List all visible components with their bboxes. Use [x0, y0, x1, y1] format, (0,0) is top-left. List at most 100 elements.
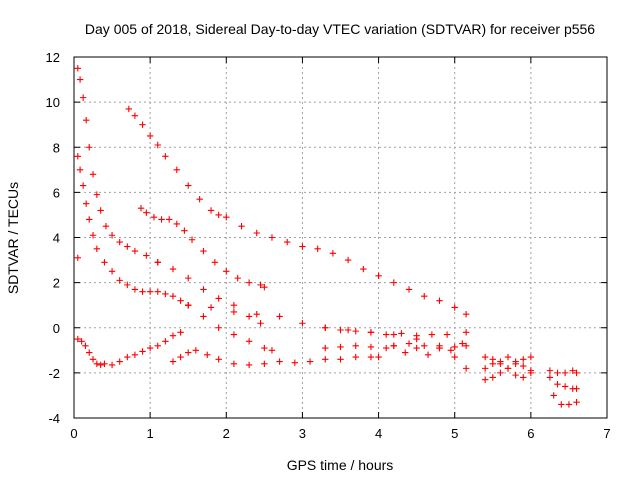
- series-track-19: [74, 254, 82, 262]
- data-point: [421, 292, 428, 300]
- x-axis-label: GPS time / hours: [287, 457, 394, 473]
- x-tick-label: 4: [375, 426, 382, 441]
- data-point: [520, 356, 527, 363]
- data-point: [382, 344, 390, 352]
- data-point: [245, 313, 253, 320]
- data-point: [398, 330, 405, 337]
- data-point: [215, 324, 222, 331]
- data-point: [424, 351, 432, 359]
- data-point: [481, 365, 489, 372]
- data-point: [497, 369, 504, 377]
- data-point: [177, 329, 184, 336]
- data-point: [238, 223, 245, 230]
- data-point: [405, 286, 413, 293]
- y-tick-label: -4: [48, 411, 60, 426]
- data-point: [154, 288, 161, 295]
- data-point: [230, 360, 238, 368]
- data-point: [215, 211, 222, 219]
- x-tick-label: 2: [223, 426, 230, 441]
- data-point: [257, 320, 264, 327]
- data-point: [143, 252, 150, 259]
- data-point: [375, 272, 382, 280]
- data-point: [367, 353, 375, 361]
- data-point: [428, 331, 436, 338]
- y-tick-label: -2: [48, 366, 60, 381]
- data-point: [268, 347, 276, 354]
- data-point: [436, 344, 443, 352]
- data-point: [451, 353, 458, 361]
- y-tick-label: 10: [46, 95, 60, 110]
- series-track-12: [390, 340, 466, 359]
- series-track-8: [185, 301, 470, 372]
- data-point: [291, 359, 299, 366]
- series-track-17: [546, 374, 580, 392]
- data-point: [234, 274, 241, 282]
- data-point: [497, 358, 504, 365]
- x-tick-label: 6: [527, 426, 534, 441]
- data-point: [436, 297, 443, 304]
- data-point: [154, 141, 161, 149]
- data-point: [207, 304, 215, 311]
- data-point: [200, 286, 207, 293]
- data-point: [405, 340, 413, 347]
- data-point: [261, 283, 268, 291]
- data-point: [185, 274, 192, 282]
- data-point: [390, 342, 397, 349]
- data-point: [215, 356, 222, 363]
- data-point: [177, 353, 184, 361]
- data-point: [165, 216, 173, 223]
- data-point: [527, 369, 535, 377]
- x-tick-label: 5: [451, 426, 458, 441]
- data-point: [375, 353, 382, 361]
- data-point: [390, 331, 397, 338]
- data-point: [558, 401, 565, 408]
- data-point: [185, 301, 192, 309]
- data-point: [253, 311, 260, 318]
- data-point: [481, 353, 489, 361]
- data-point: [101, 360, 108, 368]
- data-point: [116, 277, 123, 284]
- data-point: [86, 216, 93, 223]
- y-tick-label: 2: [53, 276, 60, 291]
- data-point: [230, 308, 238, 316]
- data-point: [102, 223, 110, 230]
- data-point: [546, 367, 554, 374]
- data-point: [97, 361, 104, 369]
- data-point: [573, 385, 580, 392]
- series-track-18: [550, 392, 580, 408]
- data-point: [561, 369, 569, 377]
- data-point: [337, 343, 344, 351]
- data-point: [344, 256, 352, 264]
- data-point: [569, 367, 576, 374]
- data-point: [79, 94, 87, 101]
- y-tick-label: 8: [53, 140, 60, 155]
- data-point: [268, 234, 276, 241]
- data-point: [200, 313, 207, 320]
- y-tick-label: 0: [53, 321, 60, 336]
- data-point: [154, 259, 161, 266]
- data-point: [462, 329, 470, 336]
- data-point: [230, 331, 238, 338]
- data-point: [89, 171, 97, 178]
- data-point: [78, 338, 85, 345]
- data-point: [322, 356, 329, 363]
- data-point: [462, 365, 470, 372]
- x-tick-label: 1: [147, 426, 154, 441]
- data-point: [162, 338, 169, 345]
- data-point: [546, 374, 554, 381]
- data-point: [504, 353, 512, 361]
- series-track-10: [322, 324, 470, 339]
- data-point: [443, 331, 451, 338]
- data-point: [131, 112, 139, 119]
- data-point: [276, 358, 283, 365]
- data-point: [215, 295, 222, 302]
- data-point: [527, 353, 535, 361]
- data-point: [520, 374, 527, 381]
- data-point: [390, 279, 397, 286]
- data-point: [322, 344, 329, 352]
- data-point: [173, 166, 180, 174]
- data-point: [554, 380, 561, 388]
- data-point: [139, 288, 146, 295]
- data-point: [520, 362, 527, 370]
- data-point: [158, 216, 165, 223]
